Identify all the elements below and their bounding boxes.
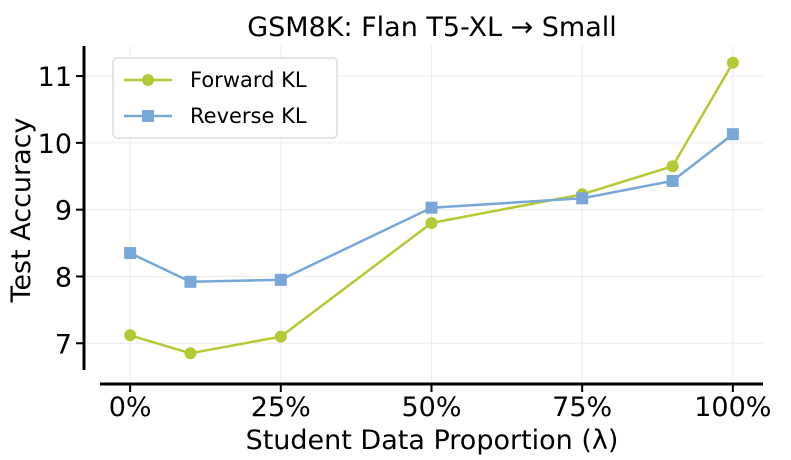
y-axis-label: Test Accuracy — [6, 117, 37, 303]
y-tick-label: 7 — [55, 329, 72, 360]
data-point — [425, 217, 438, 230]
legend-item-forward-kl: Forward KL — [124, 68, 307, 92]
legend-marker — [142, 74, 154, 86]
data-point — [666, 174, 679, 187]
y-tick-label: 10 — [38, 129, 72, 160]
series-forward-kl — [124, 56, 739, 360]
x-axis-label: Student Data Proportion (λ) — [246, 425, 619, 456]
x-tick-label: 0% — [109, 392, 152, 423]
data-point — [666, 160, 679, 173]
data-point — [184, 347, 197, 360]
y-axis-ticks: 7 8 9 10 11 — [38, 62, 84, 360]
legend-box — [112, 57, 338, 139]
y-tick-label: 9 — [55, 196, 72, 227]
data-point — [726, 128, 739, 141]
legend: Forward KL Reverse KL — [112, 57, 338, 139]
data-point — [124, 247, 137, 260]
x-tick-label: 100% — [694, 392, 771, 423]
legend-label: Forward KL — [190, 68, 307, 92]
data-point — [425, 201, 438, 214]
x-tick-label: 25% — [251, 392, 311, 423]
legend-label: Reverse KL — [190, 104, 307, 128]
data-point — [576, 192, 589, 205]
series-layer — [124, 56, 739, 360]
legend-marker — [142, 110, 154, 122]
chart-title: GSM8K: Flan T5-XL → Small — [247, 12, 617, 43]
x-tick-label: 50% — [401, 392, 461, 423]
data-point — [274, 273, 287, 286]
data-point — [184, 275, 197, 288]
legend-item-reverse-kl: Reverse KL — [124, 104, 307, 128]
y-tick-label: 8 — [55, 262, 72, 293]
series-reverse-kl — [124, 128, 739, 288]
x-axis-ticks: 0% 25% 50% 75% 100% — [109, 384, 771, 423]
data-point — [124, 329, 137, 342]
data-point — [726, 56, 739, 69]
y-tick-label: 11 — [38, 62, 72, 93]
data-point — [274, 330, 287, 343]
x-tick-label: 75% — [552, 392, 612, 423]
